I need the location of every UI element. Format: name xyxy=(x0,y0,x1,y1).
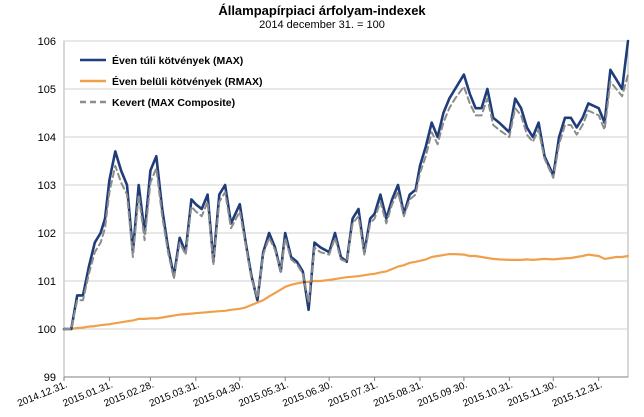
legend-label: Éven belüli kötvények (RMAX) xyxy=(112,75,263,88)
series-line-1 xyxy=(62,253,630,331)
x-tick-label: 2015.12.31. xyxy=(551,380,604,410)
legend-label: Éven túli kötvények (MAX) xyxy=(112,54,243,67)
x-tick-label: 2015.05.31. xyxy=(237,380,290,410)
series-line-0 xyxy=(62,39,630,331)
series-line-2 xyxy=(63,73,629,330)
y-tick-label: 103 xyxy=(38,180,56,192)
y-tick-label: 102 xyxy=(38,228,56,240)
y-tick-label: 104 xyxy=(38,132,56,144)
x-tick-label: 2015.06.30. xyxy=(281,380,334,410)
y-tick-label: 105 xyxy=(38,84,56,96)
x-tick-label: 2015.10.31. xyxy=(461,380,514,410)
y-tick-label: 99 xyxy=(44,372,56,384)
y-tick-label: 100 xyxy=(38,324,56,336)
y-tick-label: 106 xyxy=(38,36,56,48)
x-tick-label: 2015.03.31. xyxy=(148,380,201,410)
x-tick-label: 2015.11.30. xyxy=(506,380,558,410)
x-tick-label: 2015.07.31. xyxy=(327,380,380,410)
x-tick-label: 2014.12.31. xyxy=(16,380,69,410)
x-tick-label: 2015.04.30. xyxy=(192,380,245,410)
chart-title: Állampapírpiaci árfolyam-indexek xyxy=(218,3,426,18)
x-tick-label: 2015.08.31. xyxy=(372,380,425,410)
y-tick-label: 101 xyxy=(38,276,56,288)
x-tick-label: 2015.09.30. xyxy=(416,380,469,410)
legend-label: Kevert (MAX Composite) xyxy=(112,97,235,109)
chart-subtitle: 2014 december 31. = 100 xyxy=(259,19,385,31)
